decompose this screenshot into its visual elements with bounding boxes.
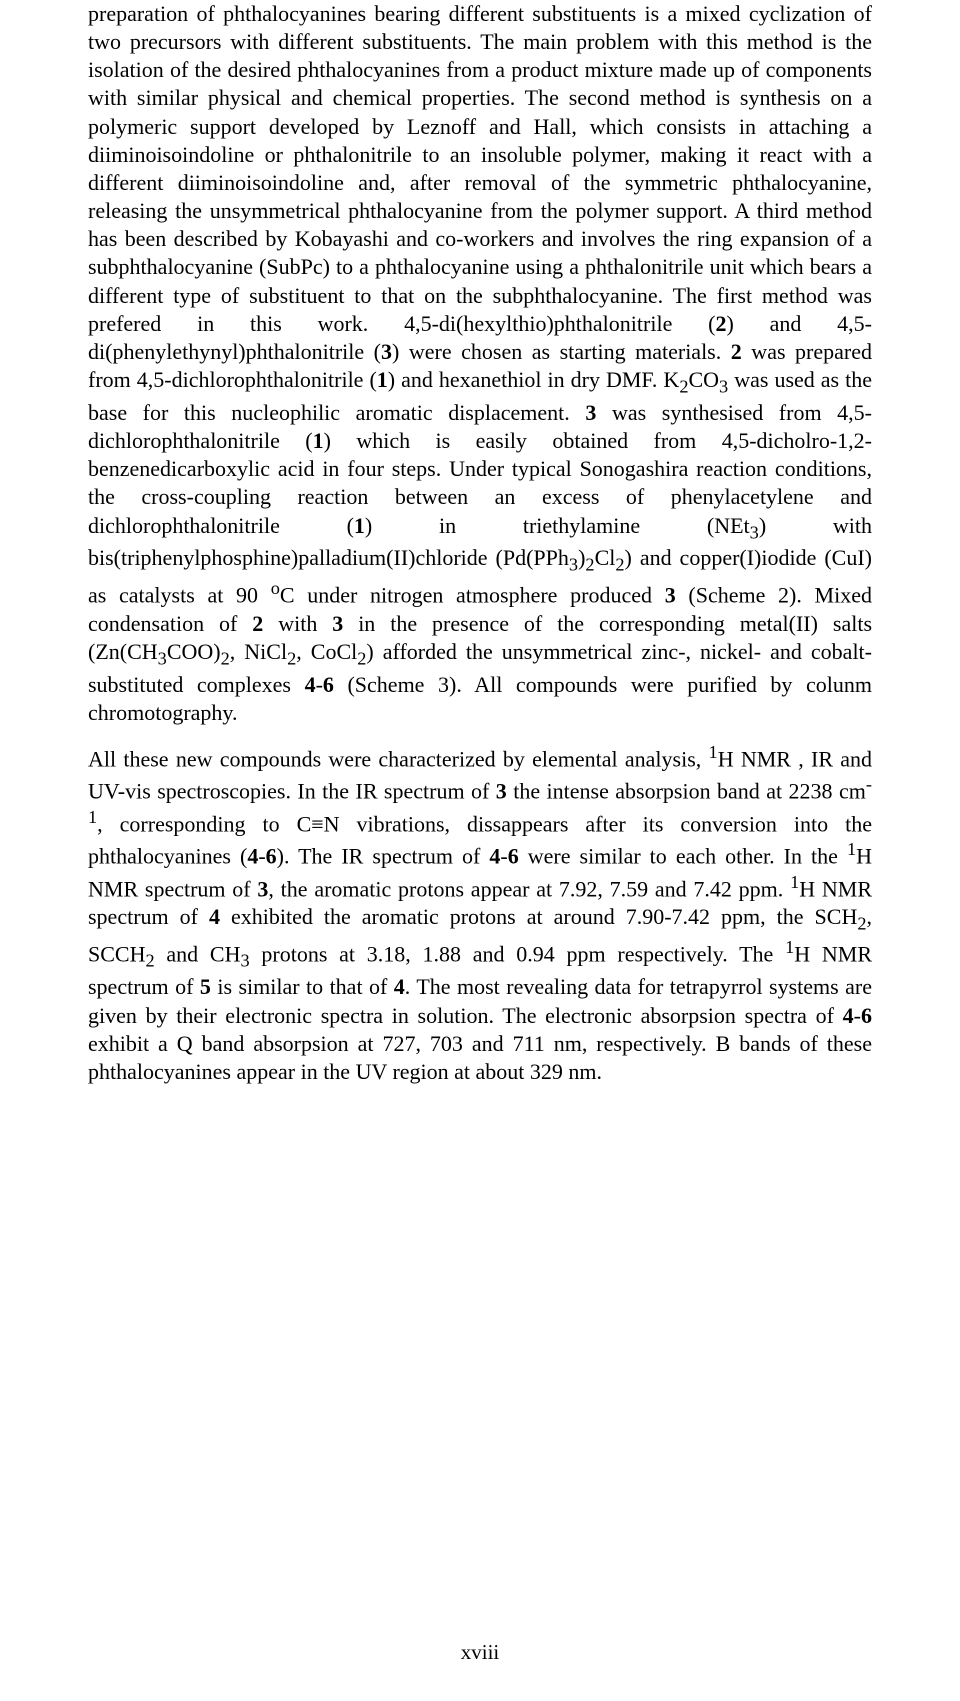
paragraph-1: preparation of phthalocyanines bearing d… <box>88 0 872 727</box>
page-number: xviii <box>0 1640 960 1665</box>
paragraph-2: All these new compounds were characteriz… <box>88 741 872 1086</box>
document-page: preparation of phthalocyanines bearing d… <box>0 0 960 1701</box>
